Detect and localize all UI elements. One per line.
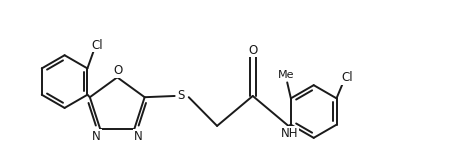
Text: O: O — [114, 64, 123, 77]
Text: Cl: Cl — [342, 71, 353, 84]
Text: NH: NH — [281, 127, 298, 140]
Text: Cl: Cl — [91, 39, 103, 52]
Text: S: S — [178, 89, 185, 102]
Text: N: N — [92, 130, 101, 143]
Text: O: O — [248, 44, 258, 57]
Text: N: N — [133, 130, 142, 143]
Text: Me: Me — [278, 70, 294, 80]
